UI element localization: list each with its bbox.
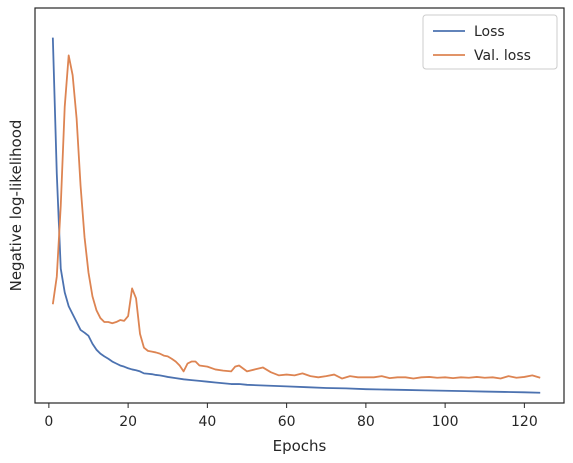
- series-line-loss: [51, 37, 541, 394]
- plot-area: [35, 8, 564, 403]
- x-axis-label: Epochs: [273, 437, 327, 455]
- y-axis-label: Negative log-likelihood: [7, 120, 25, 292]
- x-tick-label: 60: [278, 414, 296, 430]
- x-tick-label: 80: [357, 414, 375, 430]
- x-tick-label: 120: [511, 414, 538, 430]
- x-tick-label: 20: [119, 414, 137, 430]
- legend-label-val-loss: Val. loss: [474, 48, 531, 64]
- plot-frame: [34, 7, 565, 404]
- legend-label-loss: Loss: [474, 24, 505, 40]
- x-axis-ticks: 0 20 40 60 80 100 120: [44, 403, 538, 430]
- legend: Loss Val. loss: [422, 14, 558, 70]
- x-tick-label: 0: [44, 414, 53, 430]
- series-layer: [51, 37, 541, 394]
- x-tick-label: 100: [432, 414, 459, 430]
- x-tick-label: 40: [198, 414, 216, 430]
- series-line-val-loss: [51, 54, 541, 380]
